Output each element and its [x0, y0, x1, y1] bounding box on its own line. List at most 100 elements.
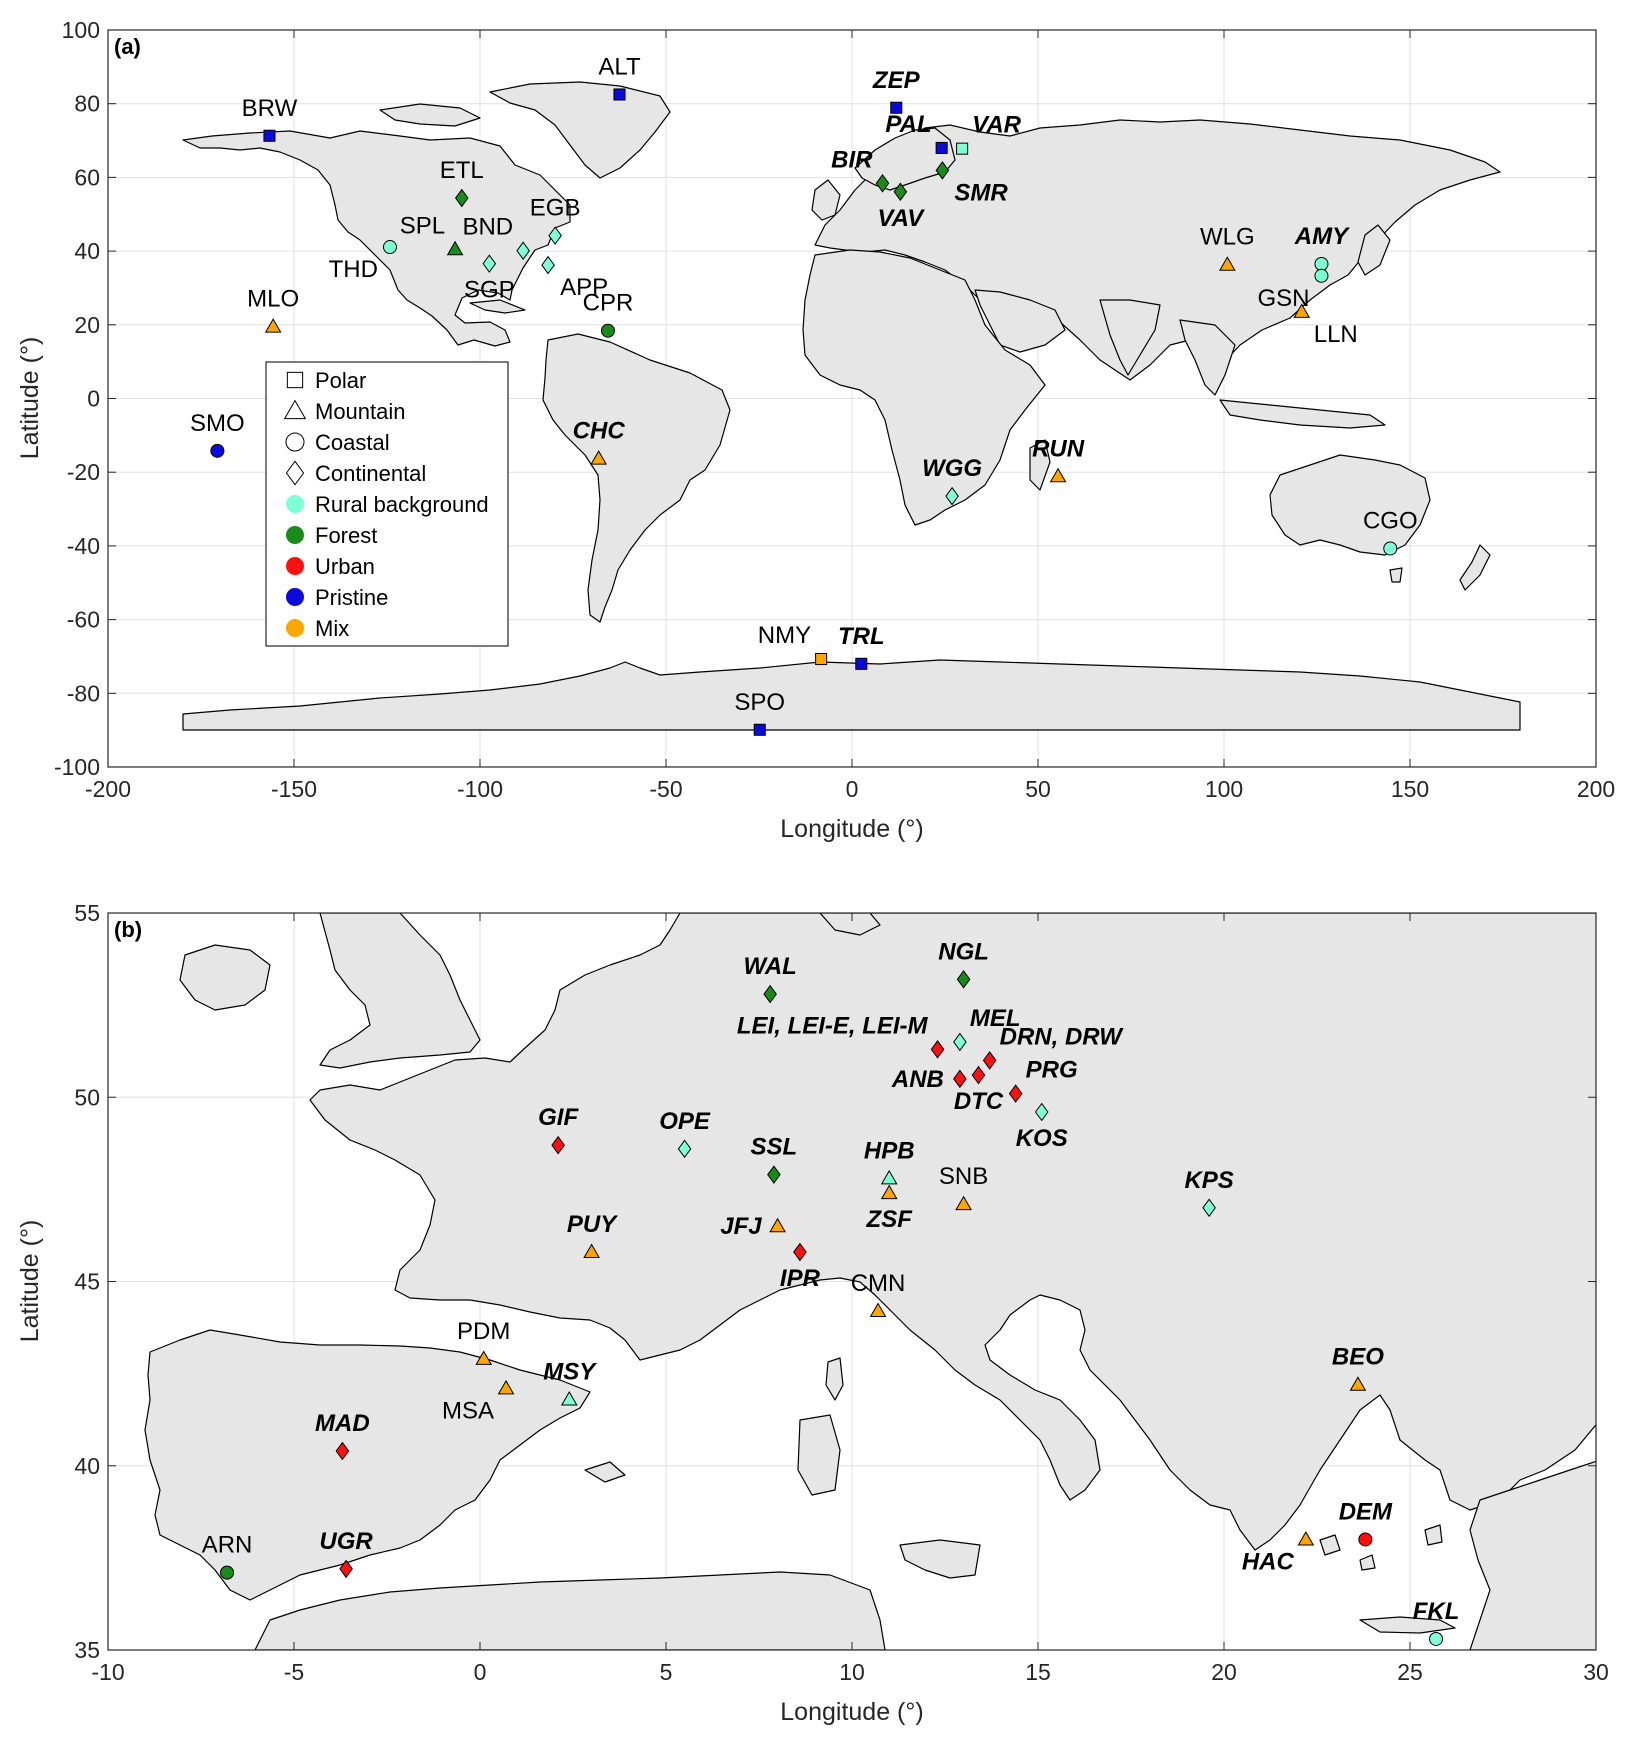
site-marker	[935, 141, 948, 154]
legend-label: Polar	[315, 368, 366, 393]
site-run: RUN	[1032, 435, 1085, 483]
africa-landmass	[802, 249, 1046, 526]
site-marker	[971, 1065, 986, 1085]
panel-b-ticks: -10 -5 0 5 10 15 20 25 30 35 40 45 50 55	[74, 900, 1608, 1685]
site-wal: WAL	[743, 953, 797, 1004]
panel-a-world-map: -200 -150 -100 -50 0 50 100 150 200-100-80-60-40…	[16, 17, 1615, 843]
site-label: JFJ	[720, 1213, 762, 1240]
scandinavia-landmass	[854, 127, 956, 191]
site-wgg: WGG	[922, 455, 982, 506]
site-label: ZEP	[872, 67, 921, 94]
legend-marker	[286, 557, 304, 575]
panel-b-y-tick-label: 50	[74, 1084, 100, 1110]
site-marker	[1049, 467, 1067, 483]
site-label: PDM	[457, 1318, 510, 1345]
legend-item-coastal: Coastal	[285, 430, 390, 455]
site-label: APP	[560, 274, 608, 301]
panel-b-tag: (b)	[114, 917, 142, 942]
site-marker	[793, 1242, 807, 1262]
site-label: PRG	[1026, 1057, 1078, 1084]
site-marker	[613, 88, 626, 101]
site-marker	[769, 1217, 786, 1233]
site-pdm: PDM	[457, 1318, 510, 1365]
site-label: BIR	[831, 146, 873, 173]
site-label: ZSF	[866, 1206, 914, 1233]
panel-b-sites: WAL NGL MEL LEI, LEI-E, LEI-M DRN, DRW ANB DTC…	[202, 938, 1459, 1646]
site-label: MLO	[247, 286, 299, 313]
site-label: WLG	[1200, 224, 1255, 251]
legend-item-pristine: Pristine	[286, 585, 388, 610]
panel-b-x-tick-label: 15	[1025, 1659, 1051, 1685]
site-marker	[335, 1441, 350, 1461]
panel-b-xlabel: Longitude (°)	[780, 1698, 923, 1726]
site-lei-lei-e-lei-m: LEI, LEI-E, LEI-M	[737, 1012, 945, 1059]
sicily-landmass	[899, 1539, 981, 1579]
site-label: KOS	[1016, 1125, 1068, 1152]
legend-box	[265, 361, 509, 647]
site-label: SPO	[734, 689, 785, 716]
legend-label: Forest	[315, 523, 377, 548]
legend-marker	[286, 371, 304, 389]
corsica-landmass	[825, 1357, 844, 1401]
site-alt: ALT	[598, 53, 641, 101]
southeast-asia-landmass	[1179, 319, 1236, 396]
site-marker	[1034, 1102, 1049, 1122]
legend-marker	[283, 399, 307, 420]
south-america-landmass	[542, 333, 731, 623]
site-marker	[475, 1350, 493, 1365]
site-marker	[541, 255, 555, 275]
legend-label: Coastal	[315, 430, 390, 455]
site-marker	[953, 1069, 967, 1089]
site-dem: DEM	[1339, 1498, 1393, 1547]
site-marker	[1202, 1198, 1216, 1218]
site-ssl: SSL	[751, 1134, 797, 1184]
site-spo: SPO	[734, 689, 785, 736]
site-marker	[264, 318, 282, 333]
site-beo: BEO	[1332, 1344, 1384, 1391]
site-marker	[482, 254, 497, 273]
legend-item-continental: Continental	[285, 460, 426, 486]
cuba-landmass	[469, 299, 526, 314]
site-marker	[1358, 1532, 1373, 1547]
site-marker	[548, 226, 562, 245]
site-marker	[767, 1165, 781, 1184]
site-label: DRN, DRW	[1000, 1023, 1125, 1050]
site-marker	[1293, 303, 1311, 318]
site-marker	[446, 240, 464, 256]
panel-b-x-tick-label: -10	[91, 1659, 124, 1685]
site-marker	[590, 450, 608, 465]
arabia-landmass	[974, 289, 1066, 353]
site-marker	[855, 657, 868, 670]
site-app: APP	[541, 255, 608, 301]
site-arn: ARN	[202, 1532, 253, 1580]
site-label: PAL	[885, 111, 931, 138]
panel-a-x-tick-label: 100	[1205, 776, 1243, 802]
sardinia-landmass	[797, 1414, 841, 1496]
site-label: SMO	[190, 410, 245, 437]
site-label: THD	[329, 256, 378, 283]
site-etl: ETL	[440, 157, 484, 208]
site-label: TRL	[838, 623, 885, 650]
legend-label: Pristine	[315, 585, 388, 610]
india-landmass	[1099, 299, 1161, 376]
site-snb: SNB	[939, 1163, 988, 1211]
site-label: DTC	[954, 1088, 1004, 1115]
great-britain-landmass	[319, 913, 481, 1069]
site-ipr: IPR	[780, 1242, 821, 1292]
site-label: ARN	[202, 1532, 253, 1559]
legend-label: Mix	[315, 616, 349, 641]
site-label: DEM	[1339, 1498, 1393, 1525]
panel-b-y-tick-label: 55	[74, 900, 100, 926]
panel-b-y-tick-label: 35	[74, 1637, 100, 1663]
site-label: BEO	[1332, 1344, 1384, 1371]
scandinavia-tip-landmass	[819, 913, 881, 936]
site-marker	[263, 129, 276, 142]
site-marker	[953, 1032, 967, 1052]
site-label: CGO	[1363, 507, 1418, 534]
panel-b-x-tick-label: 25	[1397, 1659, 1423, 1685]
legend-marker	[286, 495, 304, 513]
legend-item-mix: Mix	[286, 616, 349, 641]
panel-a-y-tick-label: -100	[54, 754, 100, 780]
panel-b-x-tick-label: 0	[474, 1659, 487, 1685]
panel-a-sites: BRW ALT ZEP PAL VAR BIR SMR VAV ETL SPL THD BND EGB S…	[190, 53, 1418, 736]
